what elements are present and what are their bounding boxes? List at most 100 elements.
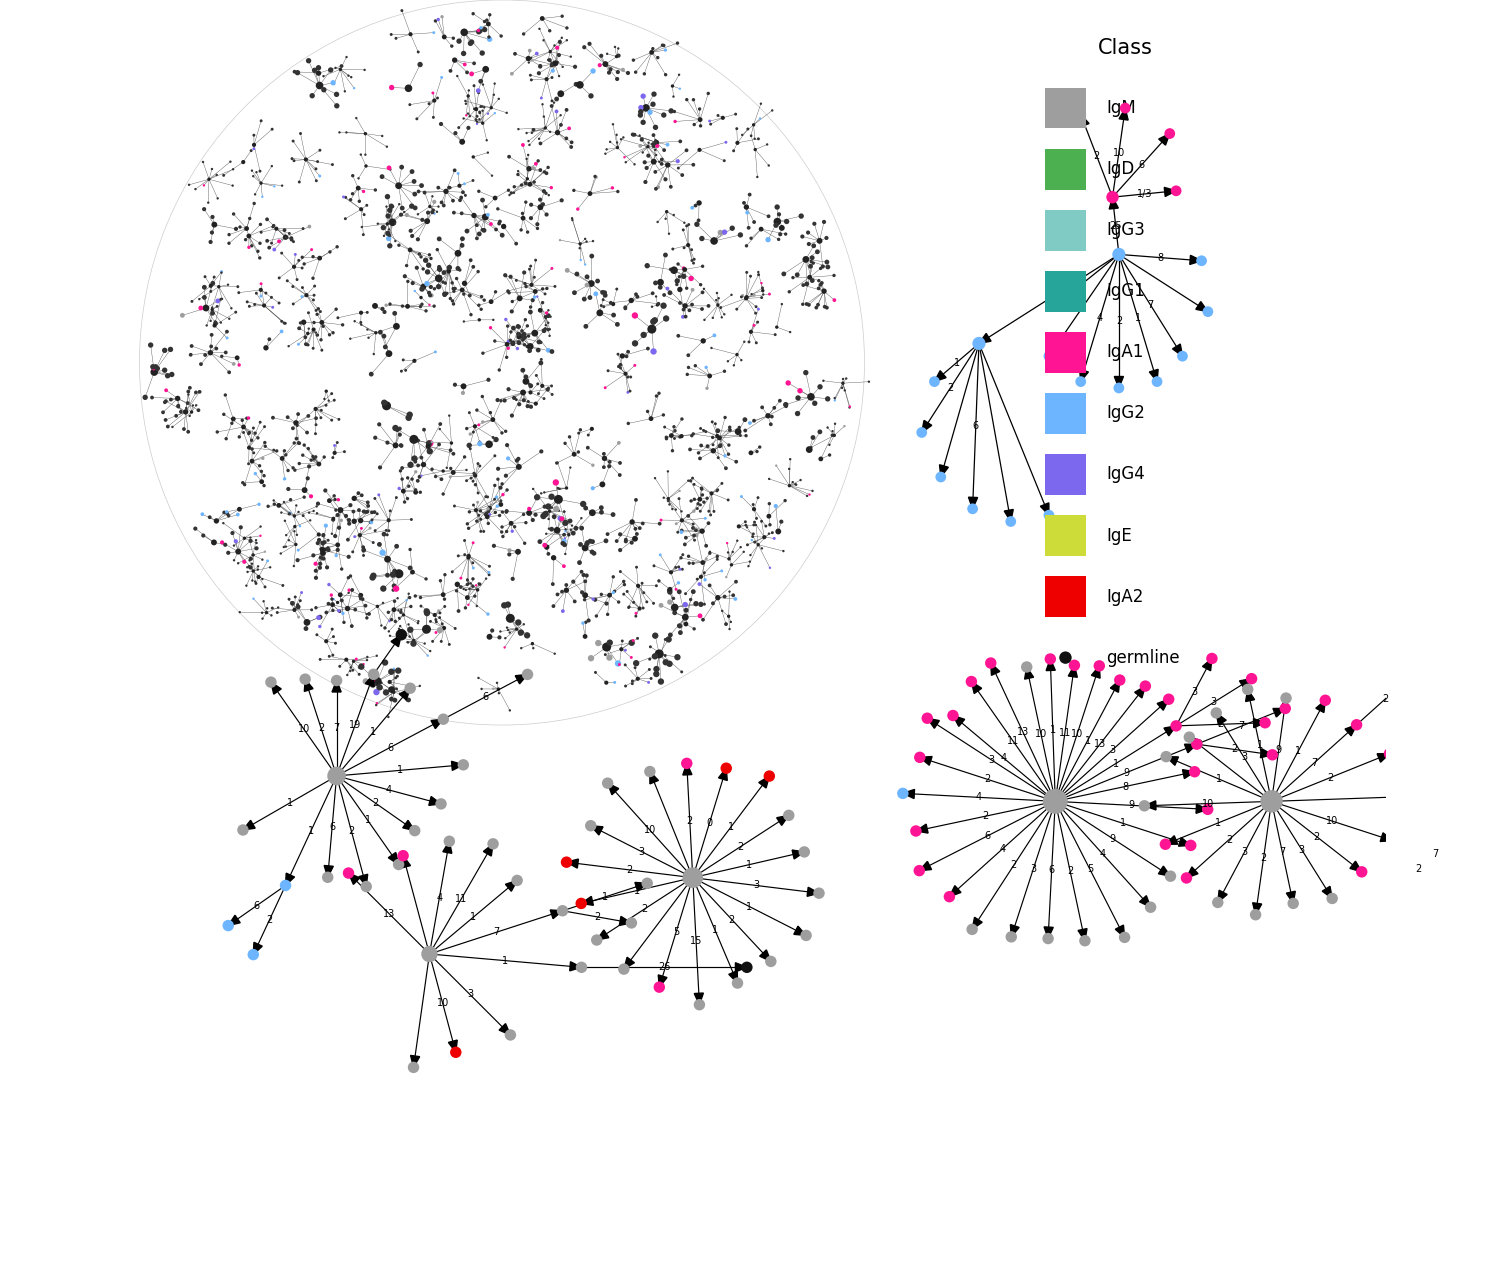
Point	[771, 541, 795, 561]
Point	[327, 602, 351, 622]
Point	[468, 20, 492, 41]
Point	[456, 518, 480, 538]
Text: 1: 1	[370, 728, 376, 736]
Point	[186, 399, 210, 420]
Point	[441, 294, 465, 314]
Point	[420, 202, 444, 223]
Point	[314, 382, 338, 402]
Point	[222, 204, 246, 224]
Point	[402, 1057, 426, 1077]
Point	[334, 506, 358, 527]
Point	[468, 224, 492, 244]
Point	[591, 282, 615, 303]
Point	[376, 206, 400, 226]
Point	[204, 313, 228, 333]
Point	[734, 410, 758, 430]
Point	[648, 272, 672, 293]
Point	[468, 432, 492, 453]
Point	[532, 496, 556, 516]
Point	[306, 533, 330, 553]
Point	[262, 239, 286, 259]
Text: 4: 4	[436, 893, 442, 903]
Point	[812, 211, 836, 232]
Point	[310, 532, 334, 552]
Point	[638, 659, 662, 679]
Text: 1: 1	[1215, 818, 1221, 828]
Point	[717, 435, 741, 455]
Point	[356, 195, 380, 215]
Point	[474, 197, 498, 218]
Point	[237, 296, 261, 317]
Point	[594, 144, 618, 164]
Point	[1314, 691, 1338, 711]
Point	[735, 235, 759, 256]
Point	[378, 294, 402, 314]
Point	[700, 593, 724, 613]
Polygon shape	[1400, 792, 1411, 801]
Point	[681, 89, 705, 109]
Point	[488, 214, 512, 234]
Point	[620, 511, 644, 532]
Point	[251, 448, 274, 468]
Point	[654, 429, 678, 449]
Point	[396, 488, 420, 509]
Point	[448, 577, 472, 598]
Point	[498, 544, 522, 565]
Point	[322, 435, 346, 455]
Point	[602, 294, 625, 314]
Point	[452, 22, 476, 42]
Point	[302, 338, 326, 359]
Point	[624, 490, 648, 510]
Point	[217, 363, 242, 383]
Text: 1: 1	[1136, 313, 1142, 323]
Point	[200, 281, 223, 301]
Point	[387, 600, 411, 621]
Point	[198, 310, 222, 331]
Point	[687, 193, 711, 214]
Point	[236, 557, 260, 577]
Point	[356, 604, 380, 625]
Point	[334, 122, 358, 142]
Point	[286, 432, 310, 453]
Point	[470, 43, 494, 64]
Point	[642, 84, 666, 104]
Point	[496, 448, 520, 468]
Point	[735, 262, 759, 282]
Point	[387, 608, 411, 628]
Point	[442, 281, 466, 301]
Point	[544, 453, 568, 473]
Point	[574, 275, 598, 295]
Point	[490, 473, 514, 494]
Point	[573, 37, 597, 57]
Point	[472, 19, 496, 39]
Text: 5: 5	[1088, 865, 1094, 874]
Point	[620, 533, 644, 553]
Bar	[1046, 454, 1086, 495]
Point	[488, 360, 512, 380]
Point	[640, 94, 664, 114]
Point	[708, 435, 732, 455]
Point	[778, 322, 802, 342]
Point	[682, 530, 706, 551]
Point	[308, 140, 332, 160]
Point	[729, 286, 753, 307]
Point	[333, 81, 357, 102]
Point	[654, 427, 678, 448]
Text: 3: 3	[1191, 687, 1197, 697]
Point	[246, 560, 270, 580]
Point	[510, 204, 534, 224]
Point	[621, 673, 645, 693]
Point	[657, 654, 681, 674]
Text: 3: 3	[753, 880, 759, 890]
Point	[622, 333, 646, 354]
Point	[236, 291, 260, 312]
Point	[594, 637, 618, 658]
Point	[688, 501, 712, 522]
Point	[466, 505, 490, 525]
Point	[712, 304, 736, 324]
Point	[142, 363, 166, 383]
Point	[710, 561, 734, 581]
Point	[705, 282, 729, 303]
Point	[528, 134, 552, 154]
Point	[546, 490, 570, 510]
